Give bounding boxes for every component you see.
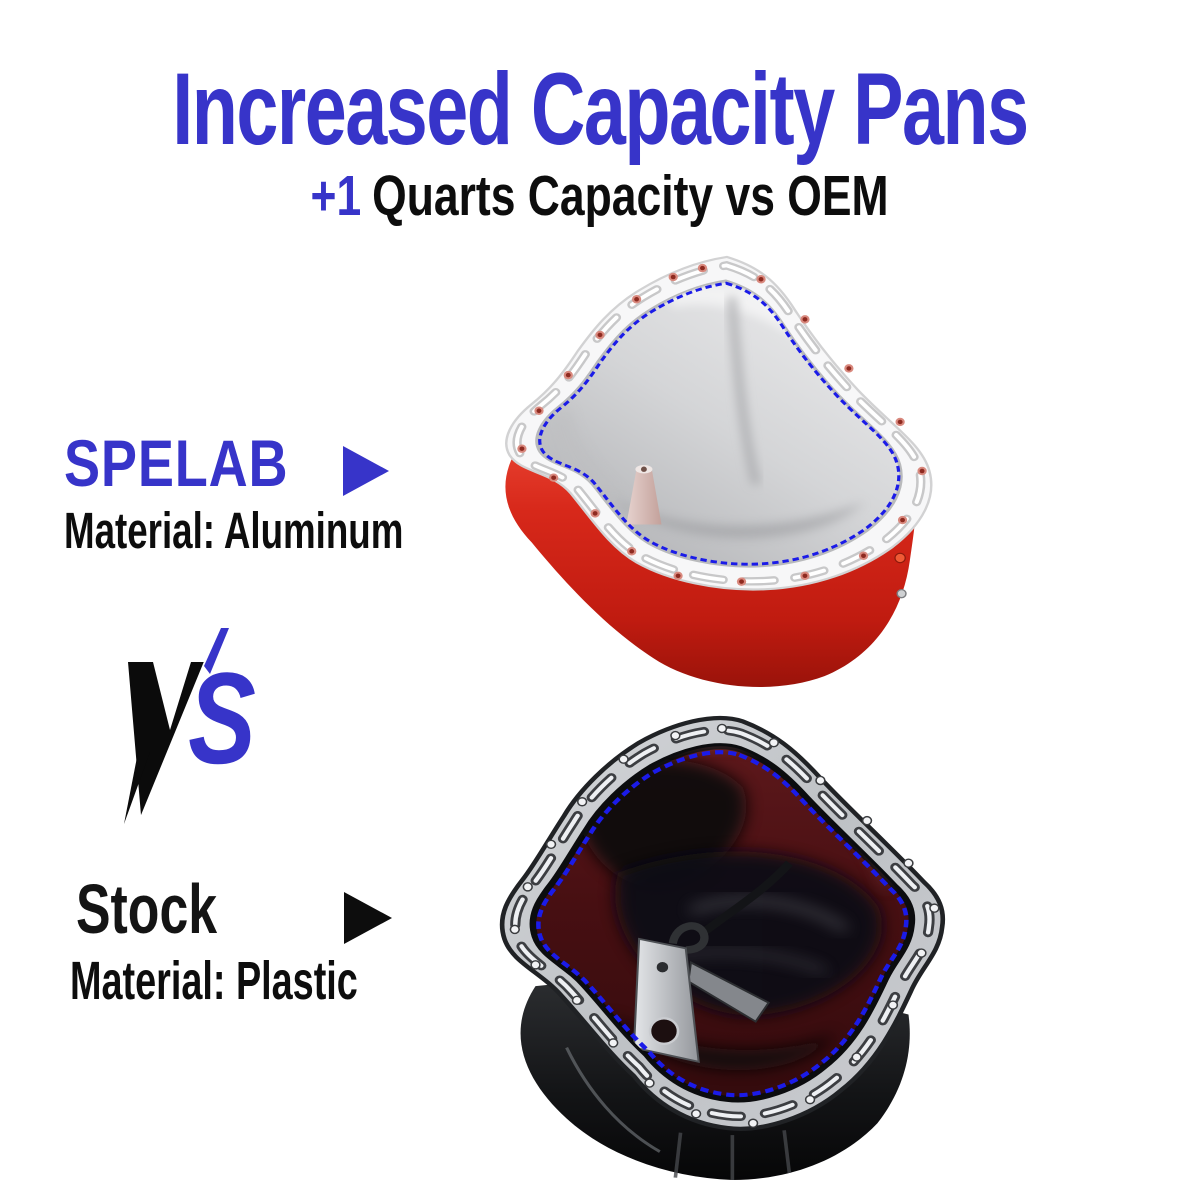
subtitle-text: Quarts Capacity vs OEM (372, 164, 890, 228)
spelab-brand-label: SPELAB (64, 426, 289, 500)
vs-lightning-sliver-top (204, 628, 229, 674)
capacity-dash-outline (536, 750, 909, 1098)
flange-bolt-holes (517, 263, 927, 586)
subtitle-highlight: +1 (310, 164, 362, 228)
page-title: Increased Capacity Pans (0, 58, 1200, 160)
subtitle: +1 Quarts Capacity vs OEM (0, 168, 1200, 225)
stock-slot-grooves (510, 725, 935, 1121)
stock-arrow-icon (344, 892, 392, 944)
page-title-text: Increased Capacity Pans (172, 52, 1029, 166)
capacity-dash-outline (538, 281, 901, 566)
spelab-material-label: Material: Aluminum (64, 502, 404, 559)
interior-baffle-bracket (632, 860, 793, 1064)
stock-brand-label: Stock (76, 870, 218, 948)
vs-lightning-sliver (124, 752, 150, 824)
spelab-pan-image (505, 255, 933, 687)
vs-letter-s: S (188, 645, 256, 791)
stock-bolt-holes (509, 723, 940, 1128)
spelab-arrow-icon (343, 446, 389, 496)
stock-material-label: Material: Plastic (70, 951, 358, 1011)
vs-mark-icon: S (124, 628, 256, 835)
flange-slot-grooves (512, 261, 926, 586)
stock-pan-image (499, 715, 946, 1180)
